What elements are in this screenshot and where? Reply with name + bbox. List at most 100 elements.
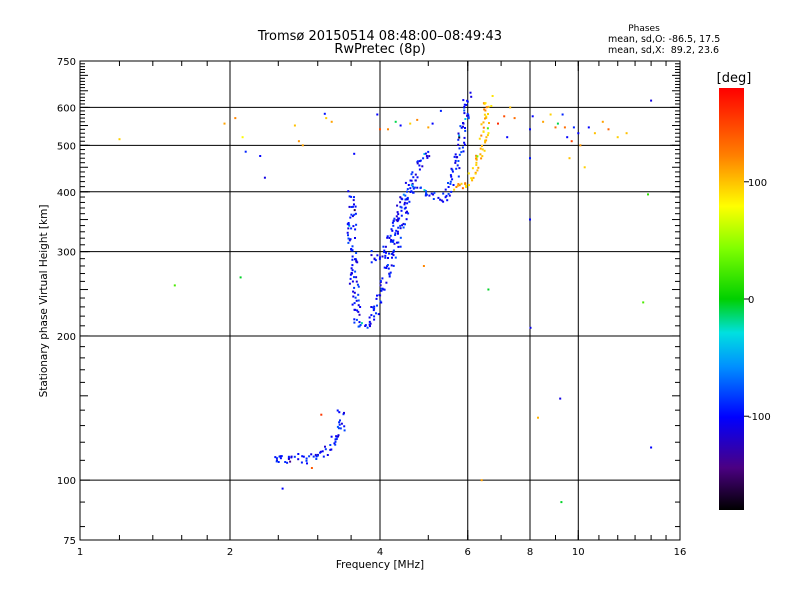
scatter-point <box>325 117 328 120</box>
trace-point <box>403 203 406 206</box>
y-tick-label: 200 <box>57 332 76 343</box>
scatter-point <box>394 120 397 123</box>
trace-point <box>350 206 353 208</box>
trace-point <box>388 273 391 276</box>
scatter-point <box>607 128 610 131</box>
trace-point <box>370 254 373 257</box>
trace-point <box>453 188 456 191</box>
trace-point <box>485 115 488 118</box>
trace-point <box>353 196 355 199</box>
trace-point <box>482 126 485 129</box>
trace-point <box>347 237 350 240</box>
trace-point <box>374 259 377 262</box>
trace-point <box>370 314 373 317</box>
trace-point <box>450 175 453 178</box>
data-points <box>118 91 653 504</box>
trace-point <box>400 209 403 212</box>
trace-point <box>424 152 427 155</box>
trace-point <box>457 132 460 135</box>
trace-point <box>379 279 382 282</box>
trace-point <box>406 202 409 205</box>
trace-point <box>297 458 300 461</box>
trace-point <box>358 313 361 316</box>
trace-point <box>353 209 356 212</box>
trace-point <box>334 443 337 446</box>
trace-point <box>287 458 290 460</box>
trace-point <box>348 195 351 198</box>
trace-point <box>419 186 422 189</box>
trace-point <box>425 155 428 157</box>
trace-point <box>458 153 461 156</box>
trace-point <box>414 179 417 182</box>
trace-point <box>405 218 408 221</box>
trace-point <box>326 454 329 456</box>
trace-point <box>358 321 361 324</box>
trace-point <box>463 143 466 146</box>
trace-point <box>338 411 341 414</box>
trace-point <box>390 228 393 231</box>
trace-point <box>406 188 409 191</box>
trace-point <box>297 453 300 455</box>
trace-point <box>375 297 378 300</box>
scatter-point <box>376 113 379 116</box>
trace-point <box>376 294 378 297</box>
trace-point <box>343 425 346 428</box>
trace-point <box>353 276 355 279</box>
trace-point <box>310 453 313 456</box>
trace-point <box>301 455 304 458</box>
trace-point <box>451 170 454 173</box>
trace-point <box>477 166 480 169</box>
trace-point <box>412 187 415 190</box>
trace-point <box>469 91 472 94</box>
trace-point <box>442 192 445 195</box>
trace-point <box>423 153 426 155</box>
trace-point <box>463 103 466 106</box>
scatter-point <box>529 128 531 131</box>
x-tick-label: 4 <box>377 547 383 558</box>
trace-point <box>458 147 461 150</box>
trace-point <box>392 254 395 257</box>
trace-point <box>289 460 292 463</box>
trace-point <box>394 232 397 235</box>
scatter-point <box>513 117 516 120</box>
scatter-point <box>537 416 539 419</box>
stats-o-mode: mean, sd,O: -86.5, 17.5 <box>608 34 720 45</box>
scatter-point <box>572 126 575 129</box>
trace-point <box>339 427 342 430</box>
trace-point <box>334 438 337 441</box>
scatter-point <box>173 284 176 287</box>
trace-point <box>352 199 355 202</box>
trace-point <box>428 155 431 158</box>
trace-point <box>376 304 378 307</box>
scatter-point <box>559 397 562 400</box>
trace-point <box>368 320 371 323</box>
trace-point <box>342 413 345 416</box>
trace-point <box>408 200 411 203</box>
trace-point <box>475 164 478 166</box>
trace-point <box>354 308 357 311</box>
trace-point <box>354 296 357 299</box>
trace-point <box>476 169 479 172</box>
trace-point <box>353 203 355 206</box>
trace-point <box>351 255 354 258</box>
scatter-point <box>529 157 531 160</box>
trace-point <box>392 240 394 243</box>
trace-point <box>450 190 453 193</box>
trace-point <box>353 291 356 294</box>
trace-point <box>324 445 326 448</box>
trace-point <box>464 182 467 185</box>
trace-point <box>410 179 413 182</box>
trace-point <box>347 222 350 224</box>
trace-point <box>293 455 296 458</box>
trace-point <box>333 442 336 445</box>
trace-point <box>352 225 355 228</box>
scatter-point <box>560 501 563 504</box>
trace-point <box>368 316 371 319</box>
trace-point <box>381 255 384 258</box>
trace-point <box>321 450 324 453</box>
trace-point <box>348 239 351 242</box>
scatter-point <box>568 157 571 160</box>
trace-point <box>479 147 482 150</box>
scatter-point <box>353 152 356 155</box>
trace-point <box>463 112 466 115</box>
